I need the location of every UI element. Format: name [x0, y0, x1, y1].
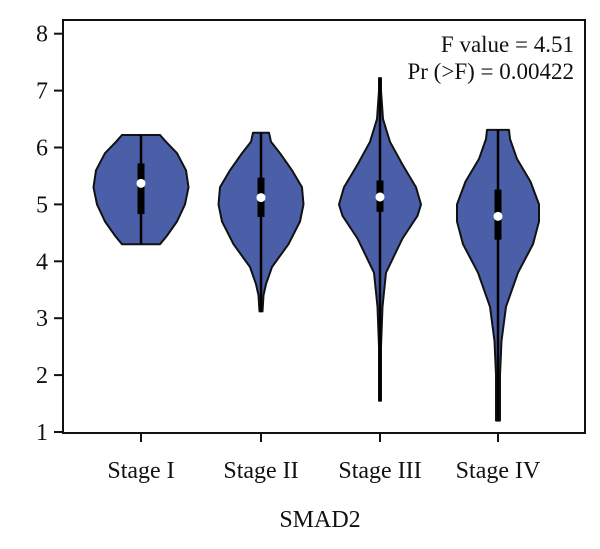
- x-tick-label: Stage IV: [456, 458, 541, 484]
- x-axis: Stage I Stage II Stage III Stage IV: [107, 433, 541, 484]
- annotation-p-value: Pr (>F) = 0.00422: [407, 59, 574, 84]
- x-axis-label: SMAD2: [279, 507, 360, 533]
- violin-stage-iii: [338, 77, 422, 402]
- y-tick-label: 7: [36, 79, 48, 105]
- violin-median-dot: [256, 193, 266, 203]
- y-tick-label: 2: [36, 363, 48, 389]
- x-tick-label: Stage II: [223, 458, 298, 484]
- violin-layer: [92, 77, 540, 422]
- y-tick-label: 3: [36, 306, 48, 332]
- violin-median-dot: [493, 211, 503, 221]
- violin-median-dot: [136, 178, 146, 188]
- y-axis: 1 2 3 4 5 6 7 8: [36, 22, 63, 446]
- annotation-f-value: F value = 4.51: [441, 32, 574, 57]
- x-tick-label: Stage I: [107, 458, 174, 484]
- y-tick-label: 6: [36, 136, 48, 162]
- violin-stage-i: [92, 134, 190, 246]
- x-tick-label: Stage III: [338, 458, 421, 484]
- y-tick-label: 1: [36, 420, 48, 446]
- y-tick-label: 4: [36, 249, 48, 275]
- y-tick-label: 5: [36, 192, 48, 218]
- violin-median-dot: [375, 192, 385, 202]
- y-tick-label: 8: [36, 22, 48, 48]
- violin-stage-iv: [456, 128, 540, 422]
- violin-stage-ii: [217, 131, 305, 313]
- plot-frame: [62, 19, 586, 434]
- violin-iqr-box: [137, 163, 145, 215]
